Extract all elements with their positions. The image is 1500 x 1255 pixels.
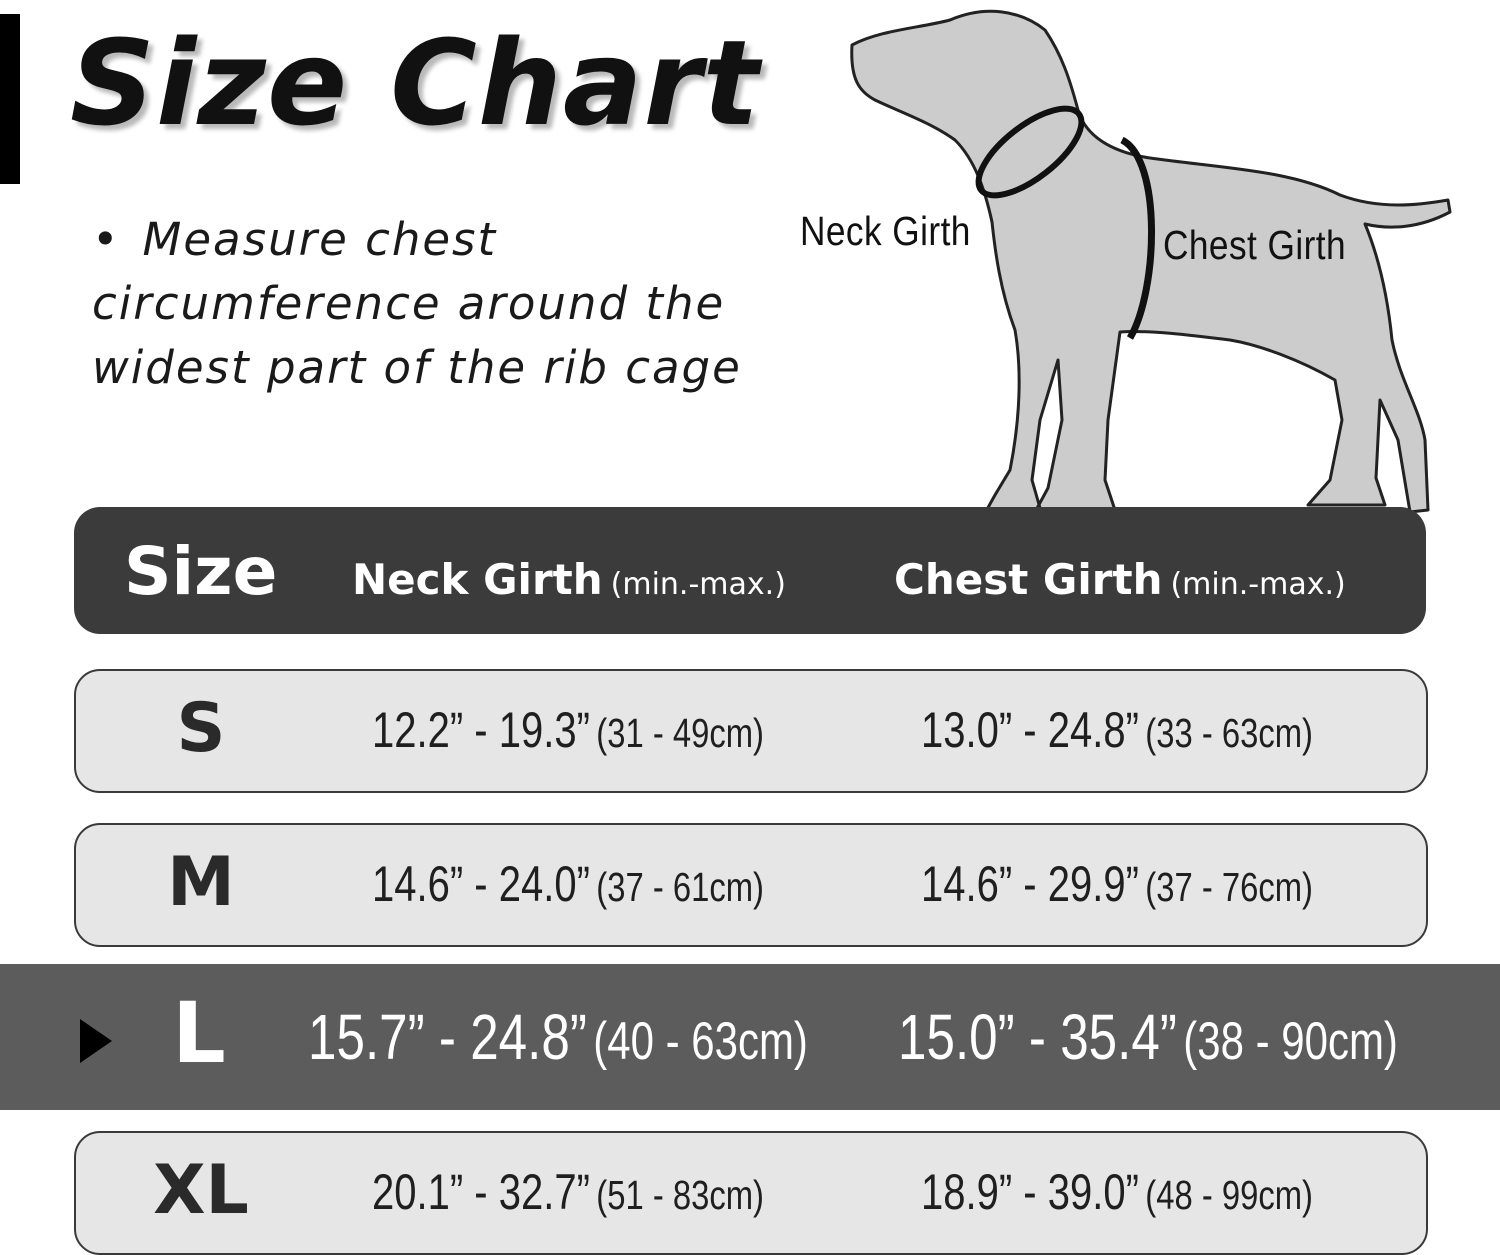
- size-cell: L: [172, 984, 226, 1082]
- chest-cm: (48 - 99cm): [1145, 1172, 1313, 1218]
- chest-inches: 15.0” - 35.4”: [898, 1001, 1177, 1073]
- neck-girth-value: 20.1” - 32.7” (51 - 83cm): [372, 1163, 764, 1221]
- neck-girth-value: 14.6” - 24.0” (37 - 61cm): [372, 855, 764, 913]
- header-neck-girth: Neck Girth (min.-max.): [352, 555, 786, 604]
- title-accent-bar: [0, 14, 20, 184]
- chest-inches: 14.6” - 29.9”: [921, 856, 1139, 912]
- neck-cm: (31 - 49cm): [596, 710, 764, 756]
- table-row-highlighted: L 15.7” - 24.8” (40 - 63cm) 15.0” - 35.4”…: [0, 964, 1500, 1110]
- chest-girth-label: Chest Girth: [1163, 222, 1347, 268]
- header-chest-unit: (min.-max.): [1170, 567, 1346, 602]
- chest-inches: 13.0” - 24.8”: [921, 702, 1139, 758]
- table-row: XL 20.1” - 32.7” (51 - 83cm) 18.9” - 39.0…: [74, 1131, 1428, 1255]
- chest-girth-value: 15.0” - 35.4” (38 - 90cm): [898, 1000, 1398, 1074]
- header-chest-girth: Chest Girth (min.-max.): [894, 555, 1346, 604]
- neck-girth-value: 15.7” - 24.8” (40 - 63cm): [308, 1000, 808, 1074]
- measure-note: • Measure chest circumference around the …: [92, 208, 782, 400]
- header-neck-unit: (min.-max.): [610, 567, 786, 602]
- neck-girth-value: 12.2” - 19.3” (31 - 49cm): [372, 701, 764, 759]
- header-neck-label: Neck Girth: [352, 555, 603, 604]
- page-title: Size Chart: [70, 14, 761, 152]
- chest-girth-ring: [1120, 136, 1155, 340]
- chest-girth-value: 14.6” - 29.9” (37 - 76cm): [921, 855, 1313, 913]
- neck-inches: 20.1” - 32.7”: [372, 1164, 590, 1220]
- neck-cm: (37 - 61cm): [596, 864, 764, 910]
- chest-cm: (37 - 76cm): [1145, 864, 1313, 910]
- chest-cm: (33 - 63cm): [1145, 710, 1313, 756]
- neck-cm: (40 - 63cm): [593, 1012, 808, 1071]
- note-bullet: •: [92, 213, 121, 266]
- table-row: S 12.2” - 19.3” (31 - 49cm) 13.0” - 24.8”…: [74, 669, 1428, 793]
- chest-girth-value: 18.9” - 39.0” (48 - 99cm): [921, 1163, 1313, 1221]
- neck-inches: 15.7” - 24.8”: [308, 1001, 587, 1073]
- neck-girth-ring: [975, 105, 1085, 199]
- table-header: Size Neck Girth (min.-max.) Chest Girth (m…: [74, 507, 1426, 634]
- chest-cm: (38 - 90cm): [1183, 1012, 1398, 1071]
- size-cell: S: [176, 689, 226, 768]
- neck-inches: 12.2” - 19.3”: [372, 702, 590, 758]
- neck-cm: (51 - 83cm): [596, 1172, 764, 1218]
- size-cell: M: [167, 843, 235, 922]
- dog-silhouette: [850, 9, 1452, 524]
- chest-inches: 18.9” - 39.0”: [921, 1164, 1139, 1220]
- size-cell: XL: [153, 1151, 249, 1230]
- neck-girth-label: Neck Girth: [800, 208, 971, 254]
- header-chest-label: Chest Girth: [894, 555, 1163, 604]
- selected-arrow-icon: [80, 1019, 112, 1063]
- note-text: Measure chest circumference around the w…: [92, 213, 742, 394]
- table-row: M 14.6” - 24.0” (37 - 61cm) 14.6” - 29.9”…: [74, 823, 1428, 947]
- header-size: Size: [124, 533, 278, 610]
- chest-girth-value: 13.0” - 24.8” (33 - 63cm): [921, 701, 1313, 759]
- neck-inches: 14.6” - 24.0”: [372, 856, 590, 912]
